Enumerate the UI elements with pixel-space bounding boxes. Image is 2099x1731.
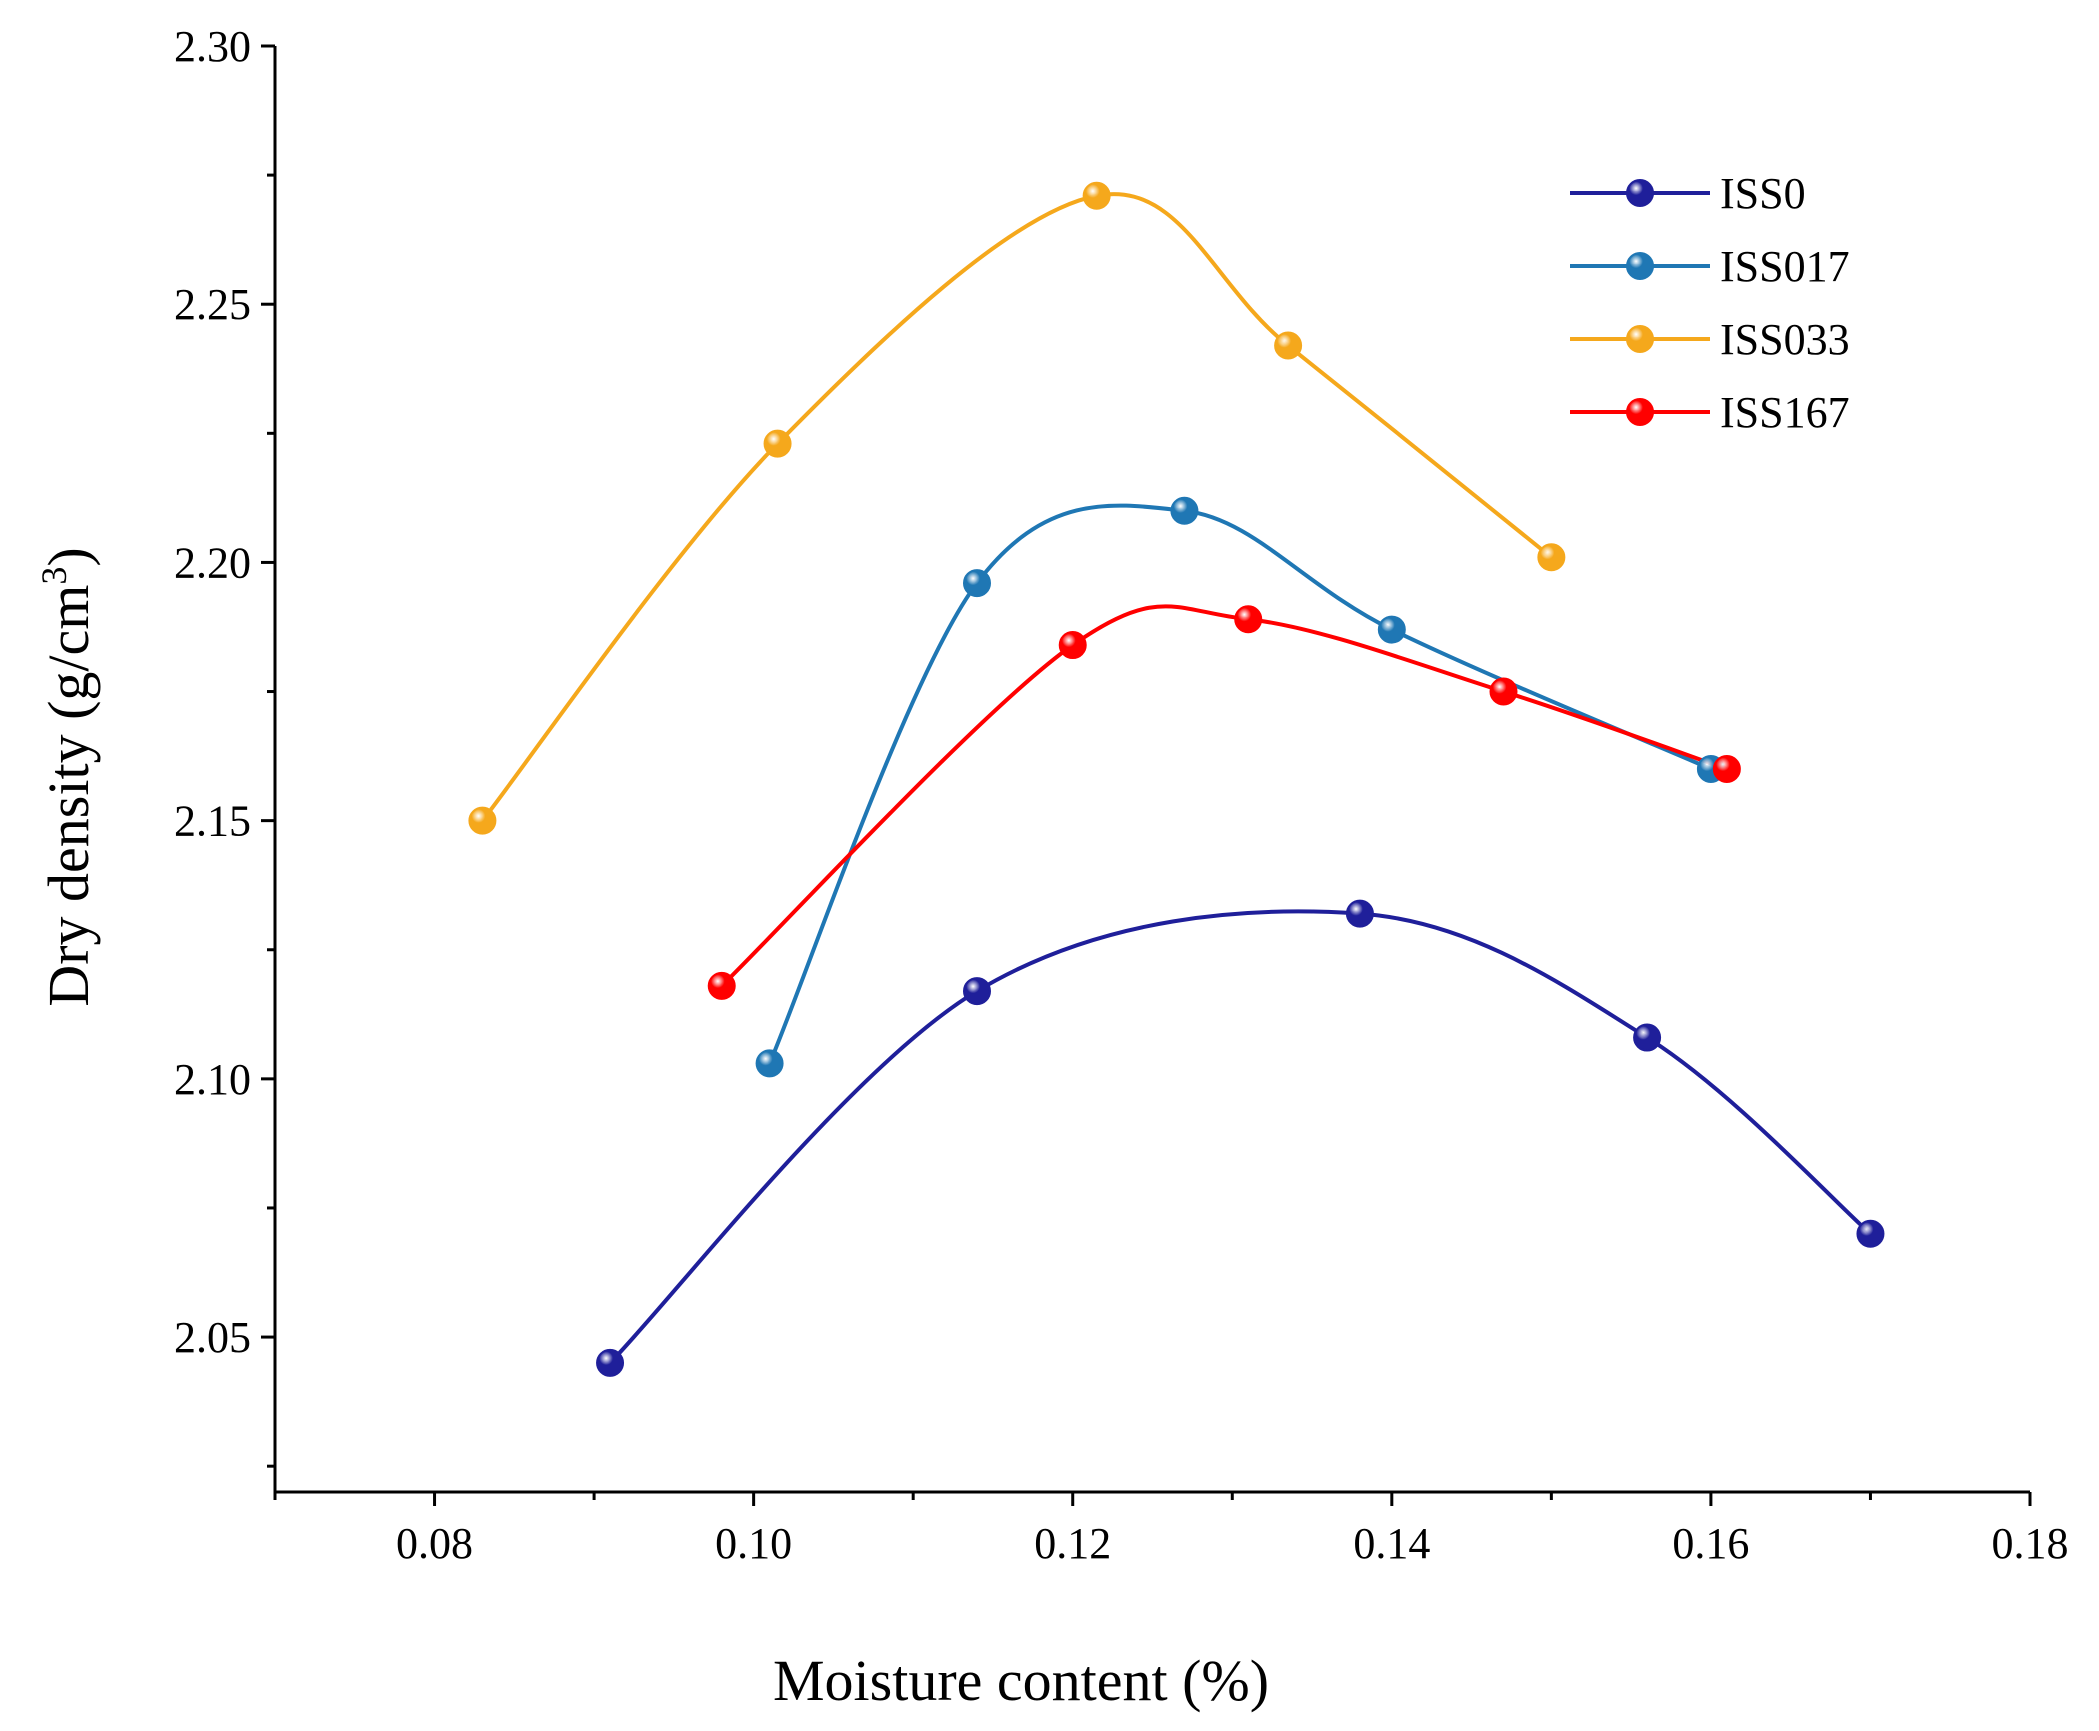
y-axis-title-end: ) [36,547,101,566]
data-point-iss033-1 [468,806,497,835]
data-point-iss017-2 [963,569,991,598]
y-axis-title-sup: 3 [34,567,74,585]
ticks: 2.05 2.10 2.15 2.20 2.25 2.30 0.08 0.10 0.12 0.14… [174,22,2069,1568]
legend-marker-iss017 [1626,252,1654,280]
data-point-iss0-5 [1856,1219,1885,1248]
data-point-iss167-4 [1489,677,1518,706]
y-axis-title-main: Dry density (g/cm [36,585,101,1007]
x-tick-label: 0.18 [1992,1519,2069,1568]
series-points [468,181,1885,1377]
legend: ISS0 ISS017 ISS033 ISS167 [1570,169,1850,437]
y-tick-label: 2.25 [174,280,251,329]
x-axis-title: Moisture content (%) [773,1648,1269,1713]
legend-label-iss167: ISS167 [1720,388,1850,437]
data-point-iss167-2 [1058,631,1087,660]
data-point-iss033-2 [763,429,792,458]
data-point-iss0-3 [1345,899,1374,928]
data-point-iss033-5 [1537,543,1566,572]
y-tick-label: 2.15 [174,797,251,846]
series-line-iss017 [767,503,1712,1065]
x-tick-label: 0.10 [715,1519,792,1568]
data-point-iss167-1 [707,971,736,1000]
data-point-iss017-3 [1170,496,1199,525]
legend-marker-iss0 [1626,179,1654,207]
data-point-iss017-1 [755,1049,784,1078]
y-axis-title: Dry density (g/cm3) [34,547,101,1006]
series-line-iss0 [608,909,1872,1365]
legend-label-iss033: ISS033 [1720,315,1850,364]
series-line-iss033 [480,192,1553,822]
data-point-iss0-2 [963,977,991,1006]
data-point-iss0-1 [596,1348,625,1377]
data-point-iss167-5 [1712,755,1741,783]
x-tick-label: 0.12 [1034,1519,1111,1568]
data-point-iss033-4 [1274,331,1303,360]
data-point-iss033-3 [1082,181,1111,210]
legend-marker-iss033 [1626,325,1654,353]
y-tick-label: 2.10 [174,1055,251,1104]
series-line-iss167 [720,604,1728,988]
legend-marker-iss167 [1626,398,1654,426]
series-curves [480,192,1872,1365]
y-tick-label: 2.05 [174,1313,251,1362]
x-tick-label: 0.08 [396,1519,473,1568]
x-tick-label: 0.14 [1353,1519,1430,1568]
data-point-iss167-3 [1234,605,1263,634]
y-tick-label: 2.20 [174,538,251,587]
data-point-iss0-4 [1633,1023,1662,1052]
data-point-iss017-4 [1377,615,1406,644]
legend-label-iss017: ISS017 [1720,242,1850,291]
y-tick-label: 2.30 [174,22,251,71]
legend-label-iss0: ISS0 [1720,169,1806,218]
x-tick-label: 0.16 [1672,1519,1749,1568]
axes [273,46,2030,1494]
